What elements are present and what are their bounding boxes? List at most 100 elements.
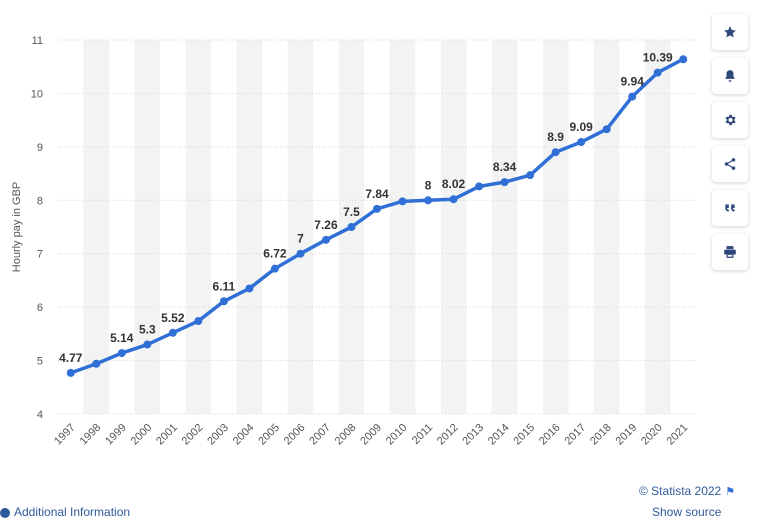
data-label: 9.94 (621, 75, 645, 89)
y-tick-label: 10 (31, 88, 43, 100)
data-point (398, 197, 407, 206)
y-tick-label: 4 (37, 409, 43, 421)
show-source-link[interactable]: Show source (652, 505, 721, 519)
share-icon (724, 158, 736, 170)
data-point (66, 368, 75, 377)
column-band (593, 40, 620, 414)
quote-icon (725, 204, 735, 212)
column-band (134, 40, 161, 414)
data-label: 8.34 (493, 160, 517, 174)
x-tick-label: 2001 (154, 422, 180, 448)
column-band (491, 40, 518, 414)
column-band (287, 40, 314, 414)
data-point (168, 328, 177, 337)
x-tick-label: 2006 (282, 422, 308, 448)
star-icon (724, 26, 736, 38)
data-point (143, 340, 152, 349)
data-point (653, 68, 662, 77)
show-source-text: Show source (652, 505, 722, 519)
data-point (526, 171, 535, 180)
data-point (245, 284, 254, 293)
column-band (236, 40, 263, 414)
gear-icon (725, 114, 736, 126)
x-tick-label: 2005 (256, 422, 282, 448)
data-label: 8.9 (547, 130, 564, 144)
x-tick-label: 2009 (358, 422, 384, 448)
series-line (69, 57, 685, 375)
column-band (440, 40, 467, 414)
side-toolbar (712, 14, 748, 278)
data-point (321, 235, 330, 244)
data-point (92, 359, 101, 368)
cite-button[interactable] (712, 190, 748, 226)
data-label: 5.3 (139, 323, 156, 337)
data-point (296, 249, 305, 258)
share-button[interactable] (712, 146, 748, 182)
data-label: 8 (425, 178, 432, 192)
data-point (219, 297, 228, 306)
x-tick-label: 2020 (639, 422, 665, 448)
credit-text: © Statista 2022 (639, 484, 722, 498)
data-point (424, 196, 433, 205)
settings-button[interactable] (712, 102, 748, 138)
x-tick-label: 2000 (129, 422, 155, 448)
data-point (194, 317, 203, 326)
data-point (373, 204, 381, 213)
x-tick-label: 2021 (665, 422, 691, 448)
additional-info-text: Additional Information (14, 505, 131, 519)
x-tick-label: 2016 (537, 422, 563, 448)
bell-icon (725, 70, 735, 82)
y-tick-label: 11 (32, 35, 43, 47)
data-label: 5.14 (110, 331, 134, 345)
data-label: 6.11 (213, 279, 236, 293)
x-tick-label: 1999 (103, 422, 129, 448)
data-label: 7 (297, 232, 304, 246)
x-tick-label: 2003 (205, 422, 231, 448)
column-band (83, 40, 110, 414)
data-label: 6.72 (263, 247, 287, 261)
y-axis-label: Hourly pay in GBP (11, 182, 23, 272)
gridlines (58, 39, 696, 415)
y-tick-labels: 4 5 6 7 8 9 10 11 (31, 35, 43, 421)
data-label: 7.84 (365, 187, 389, 201)
x-tick-label: 2011 (410, 422, 435, 447)
y-tick-label: 7 (37, 249, 43, 261)
x-tick-label: 2013 (460, 422, 486, 448)
x-tick-label: 1998 (78, 422, 104, 448)
print-button[interactable] (712, 234, 748, 270)
x-tick-label: 2018 (588, 422, 614, 448)
data-point (602, 125, 611, 134)
x-tick-label: 2002 (180, 422, 206, 448)
data-label: 5.52 (161, 311, 185, 325)
x-tick-label: 2017 (562, 422, 588, 448)
x-tick-label: 2004 (231, 422, 257, 448)
additional-info-link[interactable]: Additional Information (0, 505, 130, 519)
column-band (389, 40, 416, 414)
data-point (551, 148, 560, 157)
x-tick-label: 2019 (614, 422, 640, 448)
data-point (500, 178, 509, 187)
column-band (644, 40, 671, 414)
favorite-button[interactable] (712, 14, 748, 50)
data-points (66, 55, 688, 377)
column-band (185, 40, 212, 414)
data-point (679, 55, 688, 64)
x-tick-label: 2014 (486, 422, 512, 448)
x-tick-labels: 1997 1998 1999 2000 2001 2002 2003 2004 2005 2006… (52, 422, 690, 448)
statista-credit[interactable]: © Statista 2022 ⚑ (639, 484, 735, 498)
notification-button[interactable] (712, 58, 748, 94)
data-label: 7.5 (343, 205, 360, 219)
data-point (117, 349, 126, 358)
data-point (577, 138, 586, 147)
data-label: 9.09 (569, 120, 593, 134)
data-point (628, 92, 637, 101)
print-icon (724, 246, 736, 258)
data-label: 8.02 (442, 177, 466, 191)
data-point (270, 264, 279, 273)
y-tick-label: 6 (37, 302, 43, 314)
x-tick-label: 2008 (333, 422, 359, 448)
data-labels: 4.77 5.14 5.3 5.52 6.11 6.72 7 7.26 7.5 7.84 8 8.02… (59, 51, 673, 365)
data-point (475, 182, 484, 191)
column-bands (83, 40, 671, 414)
